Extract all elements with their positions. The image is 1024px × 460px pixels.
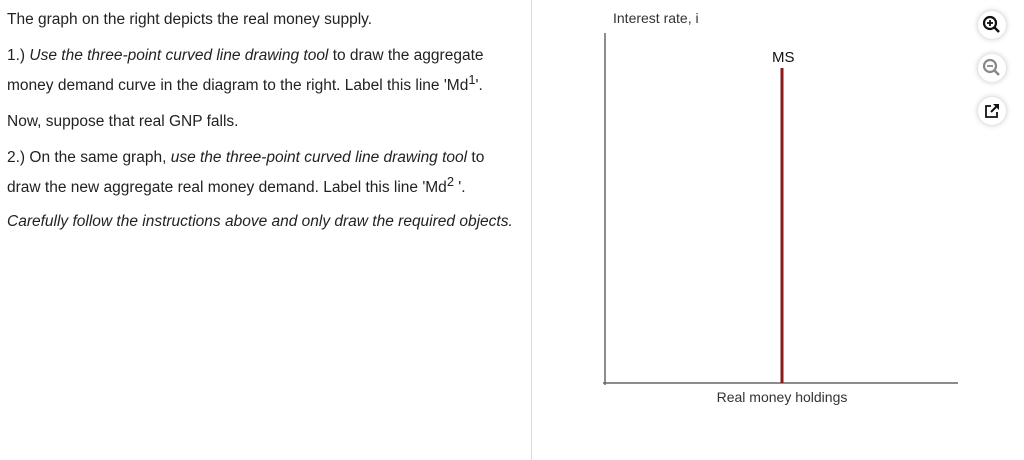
instructions: The graph on the right depicts the real … <box>7 8 522 244</box>
zoom-in-button[interactable] <box>978 11 1006 39</box>
step-2-tool: use the three-point curved line drawing … <box>170 149 468 167</box>
divider <box>531 0 532 460</box>
ms-label: MS <box>772 49 795 66</box>
step-2-rest: to draw the new aggregate real money dem… <box>7 149 485 197</box>
step-1-end: '. <box>475 77 483 95</box>
expand-button[interactable] <box>978 97 1006 125</box>
zoom-out-icon <box>982 58 1000 76</box>
intro-text: The graph on the right depicts the real … <box>7 11 373 28</box>
step-2-text: 2.) On the same graph, use the three-poi… <box>7 146 522 200</box>
step-1-text: 1.) Use the three-point curved line draw… <box>7 44 522 98</box>
step-1-tool: Use the three-point curved line drawing … <box>29 47 329 64</box>
y-axis-label: Interest rate, i <box>613 10 699 26</box>
step-2-prefix: 2.) On the same graph, <box>7 149 171 167</box>
zoom-in-icon <box>982 15 1000 33</box>
step-2-sup: 2 <box>446 174 454 190</box>
step-1-sup: 1 <box>468 72 476 87</box>
note-italic: Carefully follow the instructions above … <box>7 213 513 231</box>
x-axis-label: Real money holdings <box>717 389 848 405</box>
note-text: Carefully follow the instructions above … <box>7 212 522 232</box>
expand-icon <box>985 104 999 118</box>
zoom-out-button[interactable] <box>978 54 1006 82</box>
step-1-rest: to draw the aggregate money demand curve… <box>7 47 484 95</box>
step-2-end: '. <box>454 179 466 197</box>
step-1-prefix: 1.) <box>7 47 30 64</box>
scenario-text: Now, suppose that real GNP falls. <box>7 113 239 131</box>
